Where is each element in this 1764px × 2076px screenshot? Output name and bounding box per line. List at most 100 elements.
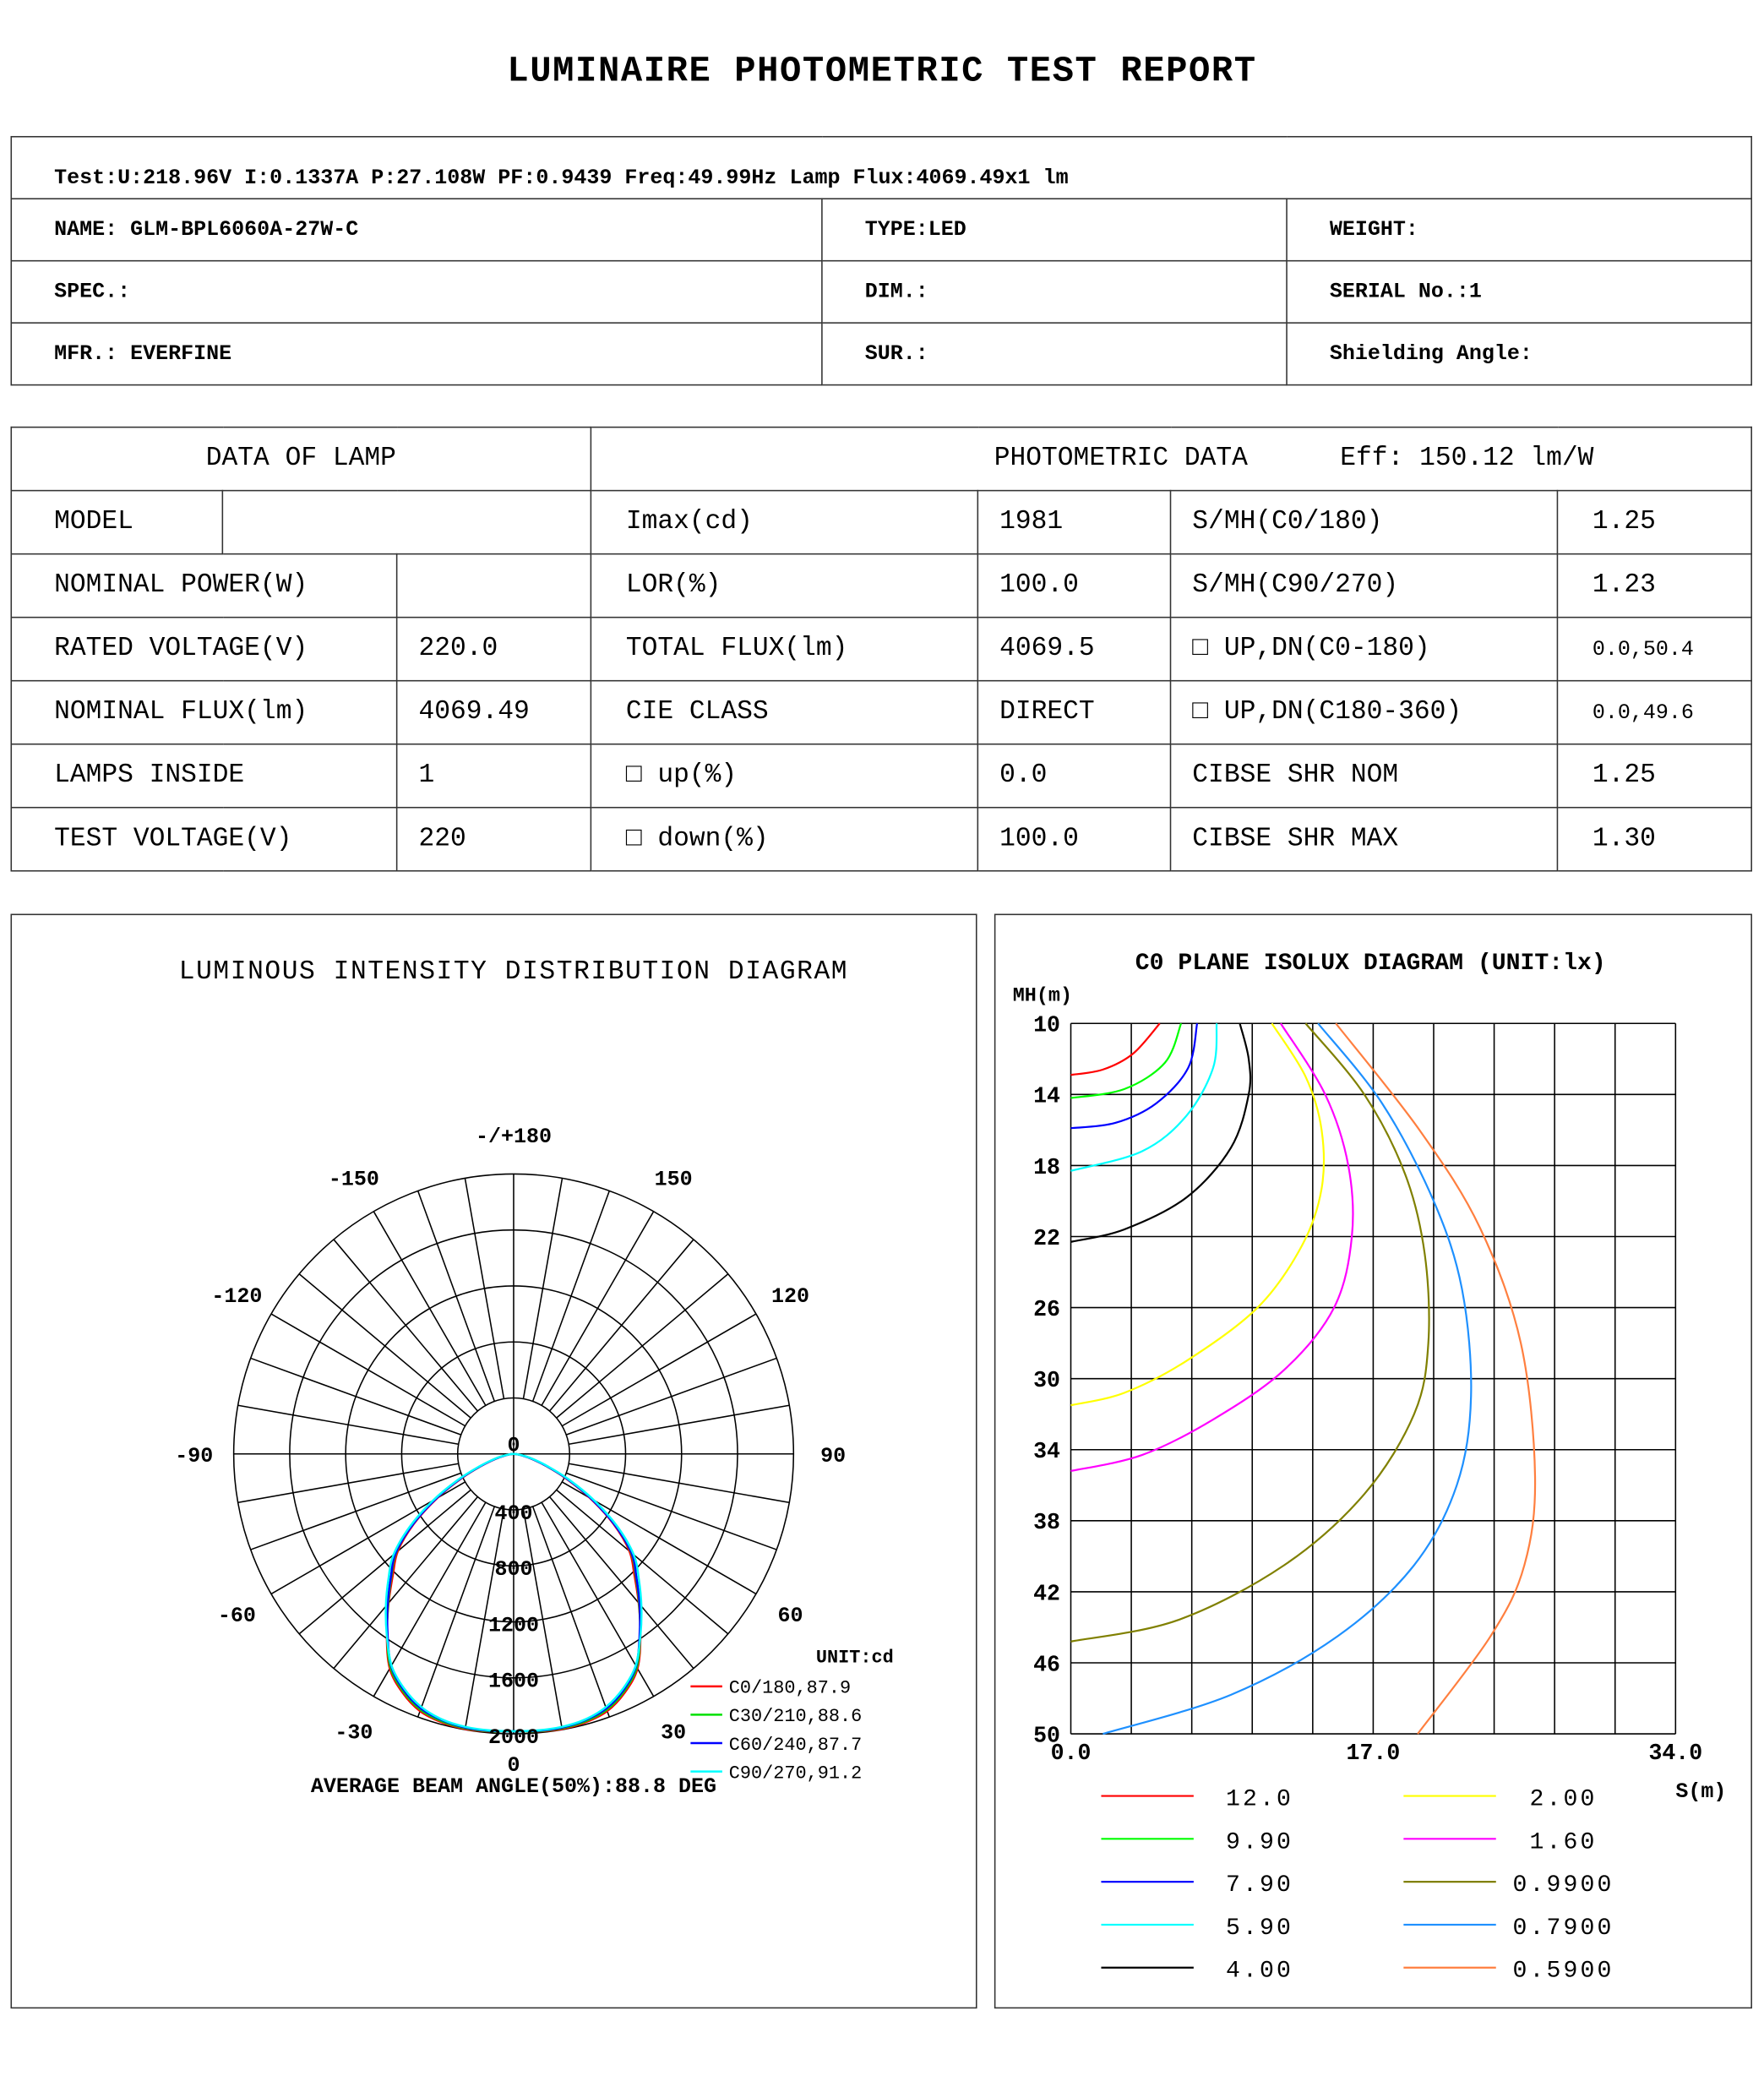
y-axis-label: MH(m) [1013, 985, 1072, 1008]
lamp-value: 1 [395, 743, 592, 809]
lamp-value: 220 [395, 806, 592, 872]
y-tick-label: 30 [1033, 1368, 1060, 1393]
polar-spoke [541, 1501, 655, 1697]
isolux-curve-12.0 [1070, 1022, 1161, 1076]
spec-cell: SPEC.: [10, 259, 823, 324]
y-tick-label: 34 [1033, 1439, 1060, 1464]
radial-tick-label: 1200 [488, 1613, 539, 1637]
photo-value: 4069.5 [977, 616, 1172, 682]
legend-label: 0.5900 [1512, 1959, 1614, 1985]
model-label: MODEL [10, 489, 224, 555]
radial-tick-label: 1600 [488, 1670, 539, 1694]
polar-spoke [556, 1273, 729, 1419]
photo-label: S/MH(C90/270) [1169, 553, 1559, 618]
photo-value: 1.25 [1556, 489, 1752, 555]
y-tick-label: 14 [1033, 1084, 1060, 1109]
legend-label: C30/210,88.6 [729, 1706, 863, 1727]
photo-label: □ UP,DN(C0-180) [1169, 616, 1559, 682]
angle-label: 30 [661, 1721, 686, 1746]
angle-label: 0 [507, 1753, 520, 1778]
polar-spoke [237, 1404, 459, 1446]
y-tick-label: 38 [1033, 1510, 1060, 1535]
radial-tick-label: 400 [494, 1501, 532, 1526]
polar-spoke [522, 1508, 564, 1730]
legend-label: 1.60 [1529, 1829, 1597, 1855]
legend-label: 4.00 [1226, 1959, 1293, 1985]
type-cell: TYPE:LED [821, 198, 1288, 262]
weight-cell: WEIGHT: [1286, 198, 1753, 262]
angle-label: -30 [335, 1721, 373, 1746]
polar-spoke [298, 1489, 471, 1635]
angle-label: -60 [218, 1604, 256, 1628]
legend-label: 0.9900 [1512, 1872, 1614, 1899]
polar-spoke [237, 1463, 459, 1504]
polar-spoke [541, 1211, 655, 1406]
photo-label: Imax(cd) [590, 489, 979, 555]
photo-label: CIBSE SHR NOM [1169, 743, 1559, 809]
polar-spoke [416, 1506, 496, 1718]
x-tick-label: 34.0 [1648, 1741, 1702, 1766]
radial-tick-label: 2000 [488, 1725, 539, 1750]
polar-spoke [531, 1506, 611, 1718]
photo-label: □ down(%) [590, 806, 979, 872]
model-value [221, 489, 592, 555]
polar-spoke [531, 1191, 611, 1402]
isolux-chart: C0 PLANE ISOLUX DIAGRAM (UNIT:lx) MH(m) … [1013, 951, 1727, 1985]
polar-spoke [464, 1508, 505, 1730]
polar-spoke [373, 1211, 487, 1406]
photo-label: □ up(%) [590, 743, 979, 809]
angle-label: -120 [211, 1284, 262, 1309]
x-tick-label: 17.0 [1347, 1741, 1401, 1766]
y-tick-label: 18 [1033, 1155, 1060, 1180]
polar-title: LUMINOUS INTENSITY DISTRIBUTION DIAGRAM [179, 957, 848, 987]
isolux-title: C0 PLANE ISOLUX DIAGRAM (UNIT:lx) [1135, 951, 1606, 977]
isolux-curve-4.00 [1070, 1022, 1252, 1243]
legend-label: 7.90 [1226, 1872, 1293, 1899]
y-tick-label: 22 [1033, 1226, 1060, 1251]
photo-value: 1981 [977, 489, 1172, 555]
radial-tick-label: 0 [507, 1434, 520, 1458]
y-tick-label: 26 [1033, 1297, 1060, 1322]
photo-value: 1.23 [1556, 553, 1752, 618]
polar-spoke [522, 1178, 564, 1399]
legend-label: C0/180,87.9 [729, 1678, 851, 1699]
photometric-title: PHOTOMETRIC DATA [994, 444, 1248, 475]
angle-label: -/+180 [476, 1125, 552, 1149]
y-tick-label: 46 [1033, 1652, 1060, 1677]
isolux-curve-7.90 [1070, 1023, 1199, 1130]
test-line: Test:U:218.96V I:0.1337A P:27.108W PF:0.… [10, 135, 1753, 199]
angle-label: 90 [820, 1444, 846, 1468]
y-tick-label: 42 [1033, 1581, 1060, 1606]
intensity-distribution-panel: LUMINOUS INTENSITY DISTRIBUTION DIAGRAM … [10, 913, 977, 2009]
angle-label: -90 [175, 1444, 213, 1468]
lamp-value: 4069.49 [395, 679, 592, 745]
polar-spoke [333, 1239, 478, 1412]
polar-spoke [373, 1501, 487, 1697]
photo-label: TOTAL FLUX(lm) [590, 616, 979, 682]
mfr-cell: MFR.: EVERFINE [10, 322, 823, 386]
isolux-curve-0.5900 [1335, 1022, 1537, 1735]
lamp-label: NOMINAL POWER(W) [10, 553, 398, 618]
y-tick-label: 50 [1033, 1723, 1060, 1748]
photo-value: 100.0 [977, 553, 1172, 618]
photo-value: 100.0 [977, 806, 1172, 872]
photometric-header: PHOTOMETRIC DATA Eff: 150.12 lm/W [590, 426, 1752, 492]
legend-label: C60/240,87.7 [729, 1735, 863, 1756]
photo-value: 1.30 [1556, 806, 1752, 872]
polar-spoke [565, 1357, 777, 1436]
photo-label: S/MH(C0/180) [1169, 489, 1559, 555]
lamp-data-header: DATA OF LAMP [10, 426, 592, 492]
angle-label: 150 [655, 1168, 693, 1192]
photo-value: 0.0,50.4 [1556, 616, 1752, 682]
isolux-panel: C0 PLANE ISOLUX DIAGRAM (UNIT:lx) MH(m) … [994, 913, 1752, 2009]
photo-label: LOR(%) [590, 553, 979, 618]
legend-label: 12.0 [1226, 1786, 1293, 1812]
angle-label: 60 [778, 1604, 803, 1628]
lamp-value: 220.0 [395, 616, 592, 682]
polar-spoke [556, 1489, 729, 1635]
beam-angle: AVERAGE BEAM ANGLE(50%):88.8 DEG [311, 1774, 716, 1799]
polar-chart: LUMINOUS INTENSITY DISTRIBUTION DIAGRAM … [175, 957, 894, 1799]
polar-spoke [561, 1313, 757, 1427]
polar-spoke [416, 1191, 496, 1402]
polar-spoke [333, 1496, 478, 1670]
